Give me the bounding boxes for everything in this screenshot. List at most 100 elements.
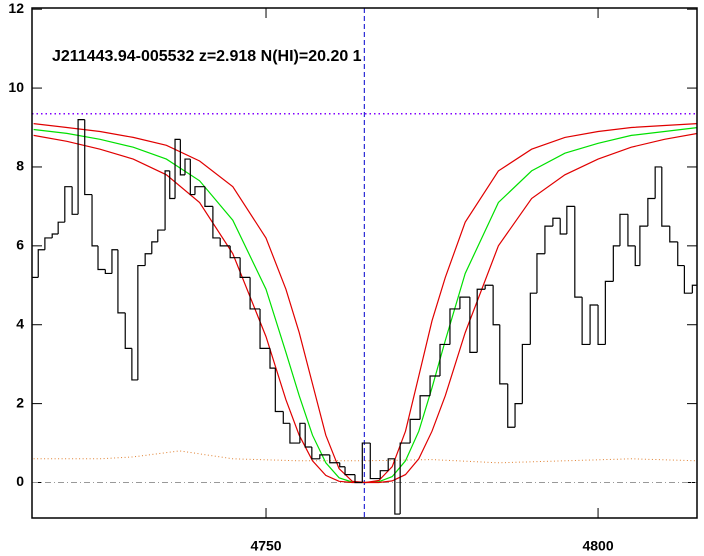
flux-step: [344, 466, 356, 476]
flux-step: [212, 206, 221, 239]
flux-step: [311, 447, 320, 460]
flux-step: [597, 305, 606, 346]
flux-step: [282, 411, 290, 424]
flux-step: [521, 343, 531, 404]
flux-step: [536, 253, 545, 294]
flux-step: [329, 454, 340, 464]
flux-step: [229, 245, 241, 259]
flux-step: [124, 312, 132, 349]
flux-step: [459, 296, 470, 309]
flux-step: [669, 226, 678, 243]
y-tick-label: 10: [8, 79, 24, 95]
flux-step: [71, 186, 79, 215]
flux-step: [157, 229, 166, 242]
x-tick-label: 4800: [582, 538, 613, 554]
flux-step: [677, 241, 685, 267]
flux-step: [151, 241, 158, 254]
flux-step: [476, 288, 486, 353]
flux-step: [51, 233, 59, 238]
y-tick-label: 0: [16, 473, 24, 489]
flux-step: [449, 308, 460, 345]
flux-step: [274, 368, 284, 413]
flux-step: [179, 139, 186, 176]
chart-title: J211443.94-005532 z=2.918 N(HI)=20.20 1: [52, 48, 362, 65]
flux-step: [319, 454, 330, 459]
flux-step: [634, 245, 640, 267]
flux-step: [683, 265, 693, 294]
y-tick-label: 8: [16, 158, 24, 174]
flux-step: [144, 253, 152, 266]
flux-step: [394, 458, 401, 515]
flux-step: [619, 213, 628, 246]
flux-step: [387, 458, 395, 471]
flux-step: [484, 284, 494, 290]
flux-step: [354, 474, 363, 484]
flux-step: [111, 249, 118, 274]
flux-step: [566, 205, 575, 235]
flux-step: [612, 245, 620, 282]
flux-step: [249, 277, 261, 310]
flux-step: [299, 422, 306, 444]
flux-step: [64, 186, 73, 223]
flux-step: [691, 284, 697, 294]
flux-step: [117, 249, 126, 314]
flux-step: [137, 264, 146, 380]
flux-step: [589, 304, 599, 345]
flux-step: [97, 245, 106, 271]
flux-step: [164, 170, 170, 231]
flux-step: [219, 237, 231, 247]
flux-step: [559, 218, 567, 235]
flux-step: [409, 418, 421, 444]
flux-step: [131, 348, 138, 381]
y-tick-label: 4: [16, 315, 24, 331]
flux-step: [104, 269, 112, 275]
y-tick-label: 6: [16, 237, 24, 253]
flux-step: [84, 119, 93, 196]
flux-step: [184, 158, 191, 175]
flux-step: [499, 324, 508, 385]
flux-step: [91, 194, 99, 247]
flux-step: [44, 237, 53, 250]
flux-step: [304, 423, 312, 448]
flux-step: [37, 249, 45, 278]
y-tick-label: 2: [16, 394, 24, 410]
flux-step: [169, 170, 176, 200]
flux-step: [194, 186, 205, 195]
flux-step: [57, 221, 65, 235]
flux-step: [239, 257, 251, 278]
flux-step: [189, 159, 195, 196]
flux-step: [204, 186, 213, 207]
y-tick-label: 12: [8, 0, 24, 16]
flux-step: [259, 308, 271, 349]
flux-step: [361, 442, 371, 483]
flux-step: [647, 197, 656, 227]
flux-step: [507, 383, 516, 428]
flux-step: [661, 166, 670, 227]
flux-step: [514, 403, 523, 428]
flux-step: [77, 119, 85, 215]
x-tick-label: 4750: [250, 538, 281, 554]
flux-step: [552, 217, 561, 227]
flux-step: [654, 166, 662, 199]
flux-step: [492, 285, 500, 326]
flux-step: [439, 343, 450, 377]
flux-step: [399, 442, 411, 515]
model-curve: [33, 132, 697, 484]
flux-step: [639, 225, 648, 266]
flux-step: [419, 395, 431, 420]
flux-step: [289, 423, 300, 444]
flux-step: [379, 470, 389, 479]
flux-step: [627, 214, 636, 247]
flux-step: [544, 225, 553, 254]
flux-step: [269, 348, 276, 369]
flux-step: [574, 206, 583, 298]
flux-step: [174, 138, 181, 199]
plot-frame: [31, 7, 698, 519]
flux-step: [529, 292, 537, 345]
flux-step: [429, 375, 441, 396]
flux-step: [469, 297, 478, 353]
flux-step: [369, 443, 381, 480]
flux-step: [581, 297, 591, 346]
